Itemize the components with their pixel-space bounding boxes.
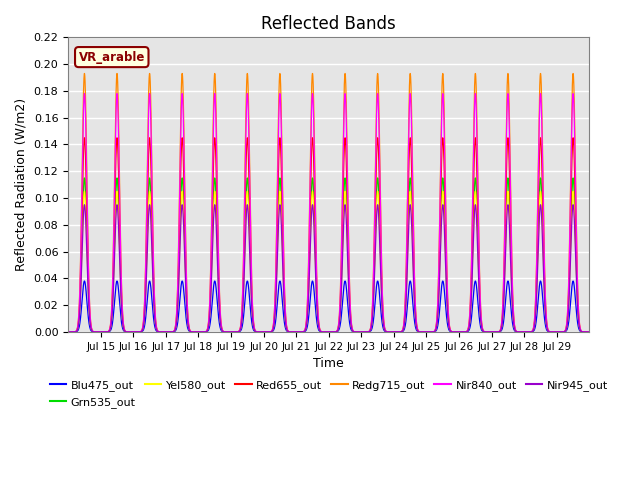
Nir945_out: [81, 202, 88, 208]
Grn535_out: [200, 329, 207, 335]
Line: Yel580_out: Yel580_out: [68, 192, 589, 332]
Title: Reflected Bands: Reflected Bands: [261, 15, 396, 33]
Line: Grn535_out: Grn535_out: [68, 178, 589, 332]
Y-axis label: Reflected Radiation (W/m2): Reflected Radiation (W/m2): [15, 98, 28, 271]
Blu475_out: [225, 329, 232, 335]
Nir840_out: [298, 329, 306, 335]
Redg715_out: [456, 329, 463, 335]
X-axis label: Time: Time: [314, 357, 344, 370]
Blu475_out: [83, 293, 90, 299]
Nir840_out: [81, 91, 88, 96]
Blu475_out: [64, 329, 72, 335]
Nir945_out: [200, 329, 207, 335]
Grn535_out: [83, 220, 90, 226]
Yel580_out: [81, 189, 88, 194]
Blu475_out: [519, 329, 527, 335]
Blu475_out: [298, 329, 306, 335]
Redg715_out: [81, 71, 88, 76]
Yel580_out: [225, 329, 232, 335]
Nir840_out: [586, 329, 593, 335]
Grn535_out: [298, 329, 306, 335]
Grn535_out: [519, 329, 527, 335]
Nir840_out: [83, 161, 90, 167]
Nir945_out: [298, 329, 306, 335]
Yel580_out: [298, 329, 306, 335]
Text: VR_arable: VR_arable: [79, 50, 145, 63]
Grn535_out: [456, 329, 463, 335]
Yel580_out: [519, 329, 527, 335]
Redg715_out: [83, 146, 90, 152]
Redg715_out: [519, 329, 527, 335]
Redg715_out: [298, 329, 306, 335]
Nir945_out: [519, 329, 527, 335]
Blu475_out: [456, 329, 463, 335]
Yel580_out: [83, 230, 90, 236]
Nir945_out: [456, 329, 463, 335]
Grn535_out: [81, 175, 88, 181]
Grn535_out: [64, 329, 72, 335]
Yel580_out: [200, 329, 207, 335]
Red655_out: [519, 329, 527, 335]
Redg715_out: [586, 329, 593, 335]
Line: Blu475_out: Blu475_out: [68, 281, 589, 332]
Yel580_out: [586, 329, 593, 335]
Line: Nir840_out: Nir840_out: [68, 94, 589, 332]
Red655_out: [81, 135, 88, 141]
Nir840_out: [64, 329, 72, 335]
Blu475_out: [200, 329, 207, 335]
Nir945_out: [83, 239, 90, 245]
Red655_out: [225, 329, 232, 335]
Nir840_out: [456, 329, 463, 335]
Nir945_out: [225, 329, 232, 335]
Yel580_out: [456, 329, 463, 335]
Nir945_out: [586, 329, 593, 335]
Grn535_out: [225, 329, 232, 335]
Line: Nir945_out: Nir945_out: [68, 205, 589, 332]
Nir840_out: [225, 329, 232, 335]
Redg715_out: [225, 329, 232, 335]
Blu475_out: [586, 329, 593, 335]
Red655_out: [200, 329, 207, 335]
Red655_out: [456, 329, 463, 335]
Red655_out: [64, 329, 72, 335]
Yel580_out: [64, 329, 72, 335]
Line: Redg715_out: Redg715_out: [68, 73, 589, 332]
Red655_out: [586, 329, 593, 335]
Nir945_out: [64, 329, 72, 335]
Nir840_out: [200, 329, 207, 335]
Red655_out: [298, 329, 306, 335]
Line: Red655_out: Red655_out: [68, 138, 589, 332]
Redg715_out: [200, 329, 207, 335]
Grn535_out: [586, 329, 593, 335]
Red655_out: [83, 192, 90, 198]
Nir840_out: [519, 329, 527, 335]
Blu475_out: [81, 278, 88, 284]
Redg715_out: [64, 329, 72, 335]
Legend: Blu475_out, Grn535_out, Yel580_out, Red655_out, Redg715_out, Nir840_out, Nir945_: Blu475_out, Grn535_out, Yel580_out, Red6…: [45, 376, 612, 412]
